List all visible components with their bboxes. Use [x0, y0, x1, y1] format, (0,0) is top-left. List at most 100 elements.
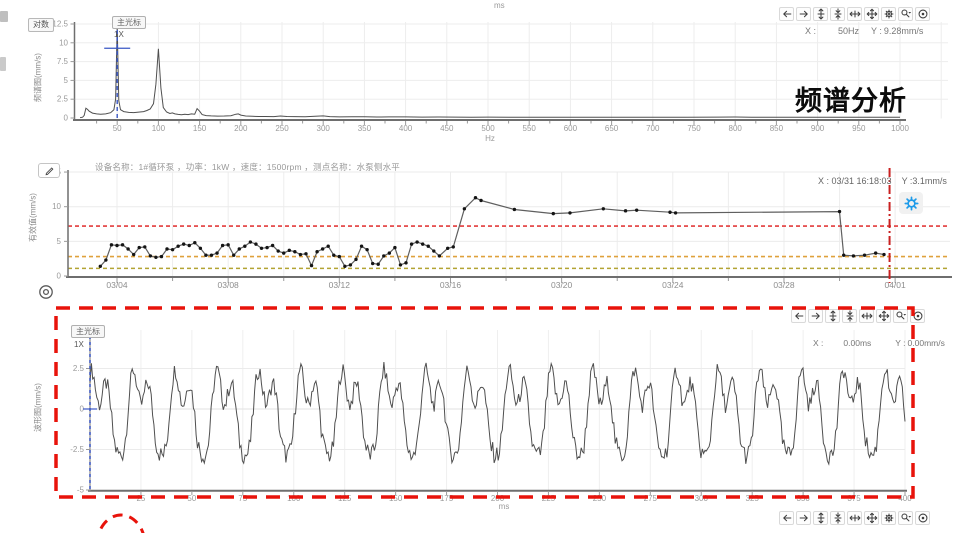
- zoom-select-icon[interactable]: [893, 309, 908, 323]
- spectrum-toolbar: [779, 7, 930, 21]
- pan-icon[interactable]: [876, 309, 891, 323]
- svg-text:450: 450: [440, 124, 454, 133]
- svg-text:125: 125: [338, 494, 352, 503]
- main-cursor-label[interactable]: 主光标: [71, 325, 105, 339]
- pan-icon[interactable]: [864, 7, 879, 21]
- svg-text:150: 150: [389, 494, 403, 503]
- reset-icon[interactable]: [915, 7, 930, 21]
- svg-text:Hz: Hz: [485, 134, 495, 143]
- compress-vertical-icon[interactable]: [830, 7, 845, 21]
- gear-icon[interactable]: [881, 7, 896, 21]
- svg-text:03/08: 03/08: [218, 280, 240, 290]
- svg-text:25: 25: [136, 494, 145, 503]
- svg-text:0: 0: [57, 272, 62, 281]
- settings-button[interactable]: [899, 192, 923, 214]
- trend-axes: 03/04 03/08 03/12 03/16 03/20 03/24 03/28 04/01…: [52, 168, 952, 290]
- spectrum-y-axis-label: 频谱图(mm/s): [33, 53, 43, 102]
- expand-vertical-icon[interactable]: [813, 7, 828, 21]
- expand-horizontal-icon[interactable]: [847, 511, 862, 525]
- readout-x-label: X :: [805, 26, 817, 36]
- readout-x: X : 03/31 16:18:03: [818, 176, 892, 186]
- target-icon: [38, 284, 53, 299]
- readout-x-label: X :: [813, 338, 824, 348]
- arrow-right-icon[interactable]: [796, 7, 811, 21]
- svg-text:10: 10: [59, 38, 68, 47]
- expand-horizontal-icon[interactable]: [859, 309, 874, 323]
- svg-text:50: 50: [187, 494, 196, 503]
- svg-text:600: 600: [564, 124, 578, 133]
- arrow-left-icon[interactable]: [791, 309, 806, 323]
- edit-button[interactable]: [38, 163, 60, 178]
- svg-text:03/16: 03/16: [440, 280, 462, 290]
- pencil-icon: [45, 167, 53, 176]
- svg-text:300: 300: [695, 494, 709, 503]
- readout-y-value: 9.28mm/s: [883, 26, 924, 36]
- svg-text:250: 250: [593, 494, 607, 503]
- arrow-left-icon[interactable]: [779, 7, 794, 21]
- spectrum-chart: 50 100 150 200 250 300 350 400 450 500 550 600 650 70…: [52, 20, 948, 144]
- svg-text:50: 50: [113, 124, 122, 133]
- expand-vertical-icon[interactable]: [813, 511, 828, 525]
- waveform-toolbar: [791, 309, 925, 323]
- expand-horizontal-icon[interactable]: [847, 7, 862, 21]
- reset-icon[interactable]: [910, 309, 925, 323]
- svg-text:150: 150: [193, 124, 207, 133]
- waveform-y-axis-label: 波形图(mm/s): [33, 383, 43, 432]
- trend-grid: [68, 171, 950, 276]
- svg-text:2.5: 2.5: [73, 364, 85, 373]
- svg-text:500: 500: [481, 124, 495, 133]
- svg-text:5: 5: [64, 76, 69, 85]
- spectrum-line: [80, 25, 900, 119]
- spectrum-grid: [74, 22, 948, 119]
- svg-text:5: 5: [57, 237, 62, 246]
- zoom-select-icon[interactable]: [898, 511, 913, 525]
- svg-text:375: 375: [847, 494, 861, 503]
- svg-text:550: 550: [523, 124, 537, 133]
- svg-text:400: 400: [898, 494, 912, 503]
- reset-icon[interactable]: [915, 511, 930, 525]
- main-cursor-label[interactable]: 主光标: [112, 16, 146, 30]
- compress-vertical-icon[interactable]: [830, 511, 845, 525]
- readout-y-label: Y :: [895, 338, 906, 348]
- arrow-left-icon[interactable]: [779, 511, 794, 525]
- device-info-header: 设备名称：1#循环泵 ，功率：1kW ，速度：1500rpm ，测点名称：水泵侧…: [95, 162, 400, 172]
- expand-vertical-icon[interactable]: [825, 309, 840, 323]
- readout-x-value: 50Hz: [838, 26, 860, 36]
- svg-text:350: 350: [358, 124, 372, 133]
- pan-icon[interactable]: [864, 511, 879, 525]
- waveform-axes: 25 50 75 100 125 150 175 200 225 250 275 300 325 350 3…: [70, 330, 912, 511]
- svg-text:03/04: 03/04: [106, 280, 128, 290]
- svg-text:225: 225: [542, 494, 556, 503]
- spectrum-cursor: [104, 23, 131, 120]
- svg-text:12.5: 12.5: [52, 20, 68, 29]
- cursor-order-label: 1X: [114, 30, 124, 39]
- spectrum-axes: 50 100 150 200 250 300 350 400 450 500 550 600 650 70…: [52, 20, 909, 144]
- gear-icon: [903, 195, 919, 211]
- trend-chart: 03/04 03/08 03/12 03/16 03/20 03/24 03/28 04/01…: [52, 168, 952, 290]
- svg-text:100: 100: [287, 494, 301, 503]
- svg-text:850: 850: [770, 124, 784, 133]
- svg-text:200: 200: [234, 124, 248, 133]
- svg-text:275: 275: [644, 494, 658, 503]
- arrow-right-icon[interactable]: [808, 309, 823, 323]
- gear-icon[interactable]: [881, 511, 896, 525]
- compress-vertical-icon[interactable]: [842, 309, 857, 323]
- clipped-sidebar-icon: [0, 57, 6, 71]
- svg-text:03/24: 03/24: [662, 280, 684, 290]
- svg-text:04/01: 04/01: [884, 280, 906, 290]
- reset-view-button[interactable]: [37, 283, 54, 300]
- zoom-select-icon[interactable]: [898, 7, 913, 21]
- svg-text:-5: -5: [77, 486, 85, 495]
- spectrum-cursor-readout: X : 50Hz Y :9.28mm/s: [805, 26, 923, 36]
- waveform-cursor-readout: X : 0.00ms Y :0.00mm/s: [813, 338, 945, 348]
- waveform-grid: [90, 330, 906, 490]
- svg-text:10: 10: [52, 202, 61, 211]
- arrow-right-icon[interactable]: [796, 511, 811, 525]
- svg-text:750: 750: [687, 124, 701, 133]
- trend-y-axis-label: 有效值(mm/s): [28, 193, 38, 242]
- svg-text:ms: ms: [499, 502, 510, 511]
- trend-cursor-readout: X : 03/31 16:18:03 Y :3.1mm/s: [818, 176, 947, 186]
- clipped-axis-unit: ms: [494, 1, 505, 10]
- log-scale-button[interactable]: 对数: [28, 18, 54, 32]
